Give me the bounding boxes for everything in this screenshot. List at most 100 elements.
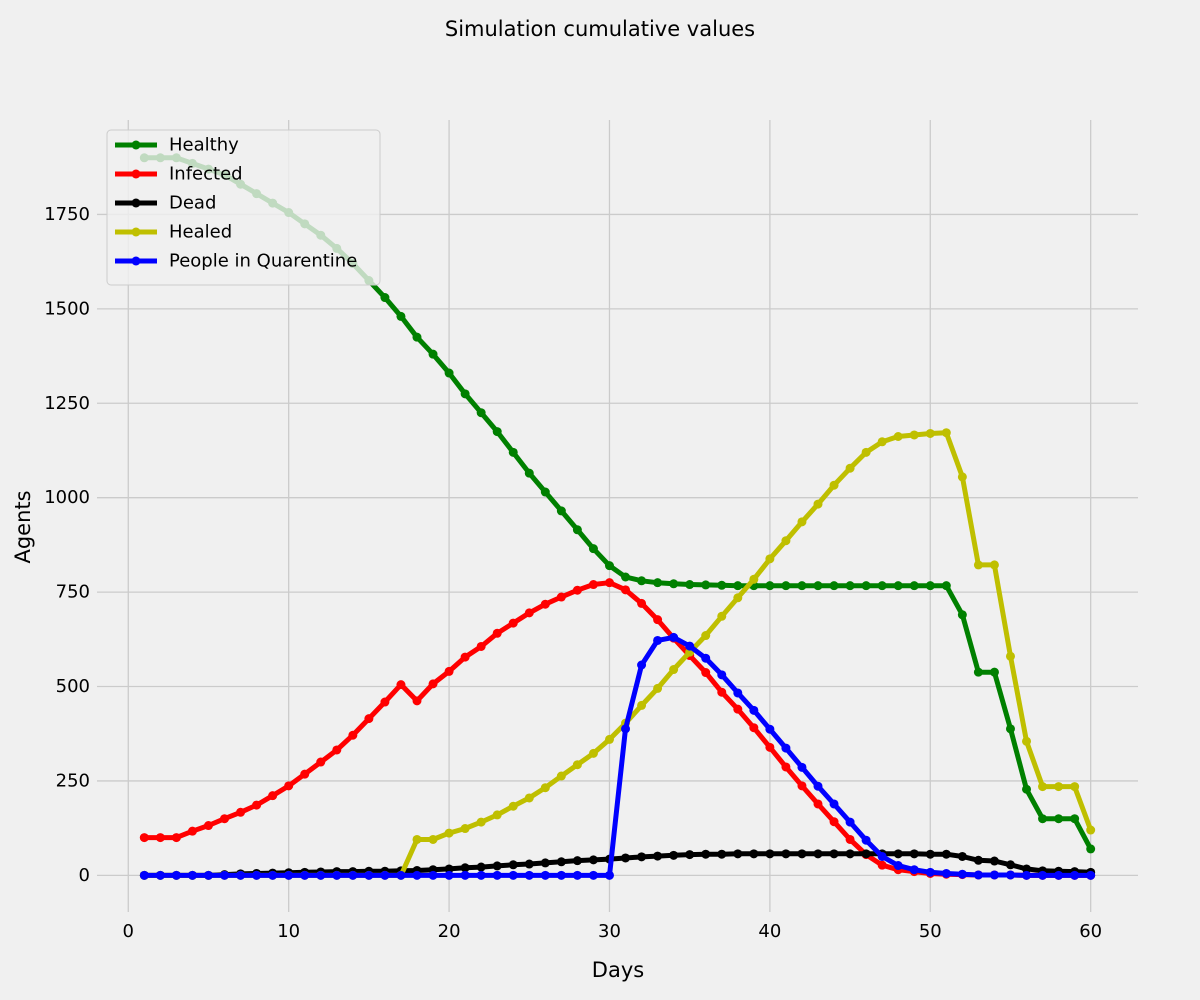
- data-point: [765, 849, 775, 859]
- data-point: [877, 581, 887, 591]
- data-point: [829, 581, 839, 591]
- legend-box: [106, 129, 381, 286]
- legend: Healthy Infected Dead Healed People in Quare…: [106, 129, 381, 286]
- data-point: [396, 680, 406, 690]
- data-point: [877, 860, 887, 870]
- data-point: [973, 560, 983, 570]
- data-point: [797, 849, 807, 859]
- data-point: [380, 697, 390, 707]
- data-point: [139, 870, 149, 880]
- y-tick-label-2: 500: [56, 676, 90, 697]
- data-point: [508, 860, 518, 870]
- data-point: [733, 688, 743, 698]
- data-point: [637, 576, 647, 586]
- data-point: [829, 849, 839, 859]
- data-point: [781, 849, 791, 859]
- data-point: [540, 870, 550, 880]
- data-point: [621, 853, 631, 863]
- data-point: [604, 561, 614, 571]
- data-point: [428, 870, 438, 880]
- data-point: [829, 799, 839, 809]
- data-point: [653, 635, 663, 645]
- series-group: [139, 153, 1096, 880]
- data-point: [476, 641, 486, 651]
- data-point: [1086, 844, 1096, 854]
- data-point: [508, 618, 518, 628]
- data-point: [1054, 870, 1064, 880]
- data-point: [717, 670, 727, 680]
- data-point: [845, 849, 855, 859]
- legend-marker-4: [131, 256, 141, 266]
- data-point: [989, 856, 999, 866]
- data-point: [268, 870, 278, 880]
- data-point: [861, 849, 871, 859]
- data-point: [717, 611, 727, 621]
- data-point: [765, 724, 775, 734]
- data-point: [717, 580, 727, 590]
- data-point: [909, 865, 919, 875]
- data-point: [380, 293, 390, 303]
- data-point: [492, 427, 502, 437]
- data-point: [893, 431, 903, 441]
- data-point: [1038, 870, 1048, 880]
- data-point: [396, 311, 406, 321]
- data-point: [861, 835, 871, 845]
- data-point: [460, 870, 470, 880]
- data-point: [829, 480, 839, 490]
- x-tick-label-1: 10: [277, 921, 300, 942]
- data-point: [637, 852, 647, 862]
- data-point: [653, 851, 663, 861]
- data-point: [476, 870, 486, 880]
- data-point: [364, 870, 374, 880]
- data-point: [348, 730, 358, 740]
- data-point: [941, 868, 951, 878]
- data-point: [781, 762, 791, 772]
- legend-label-4: People in Quarentine: [169, 251, 357, 272]
- data-point: [1022, 864, 1032, 874]
- data-point: [300, 870, 310, 880]
- data-point: [412, 332, 422, 342]
- data-point: [540, 783, 550, 793]
- data-point: [444, 870, 454, 880]
- data-point: [877, 851, 887, 861]
- data-point: [621, 724, 631, 734]
- data-point: [973, 870, 983, 880]
- data-point: [171, 833, 181, 843]
- data-point: [749, 574, 759, 584]
- data-point: [973, 667, 983, 677]
- data-point: [476, 817, 486, 827]
- data-point: [669, 632, 679, 642]
- data-point: [781, 536, 791, 546]
- data-point: [540, 487, 550, 497]
- data-point: [203, 870, 213, 880]
- data-point: [284, 870, 294, 880]
- data-point: [845, 581, 855, 591]
- y-tick-label-7: 1750: [44, 204, 90, 225]
- data-point: [669, 579, 679, 589]
- data-point: [268, 791, 278, 801]
- data-point: [813, 799, 823, 809]
- data-point: [1086, 825, 1096, 835]
- data-point: [909, 581, 919, 591]
- data-point: [797, 762, 807, 772]
- data-point: [187, 870, 197, 880]
- data-point: [396, 870, 406, 880]
- data-point: [701, 580, 711, 590]
- data-point: [508, 447, 518, 457]
- x-tick-label-6: 60: [1079, 921, 1102, 942]
- data-point: [1038, 782, 1048, 792]
- y-tick-label-6: 1500: [44, 298, 90, 319]
- data-point: [444, 864, 454, 874]
- legend-label-0: Healthy: [169, 135, 239, 156]
- data-point: [508, 870, 518, 880]
- data-point: [909, 849, 919, 859]
- data-point: [813, 581, 823, 591]
- data-point: [765, 581, 775, 591]
- data-point: [187, 826, 197, 836]
- data-point: [861, 581, 871, 591]
- data-point: [524, 608, 534, 618]
- data-point: [155, 870, 165, 880]
- data-point: [653, 615, 663, 625]
- data-point: [492, 870, 502, 880]
- data-point: [653, 683, 663, 693]
